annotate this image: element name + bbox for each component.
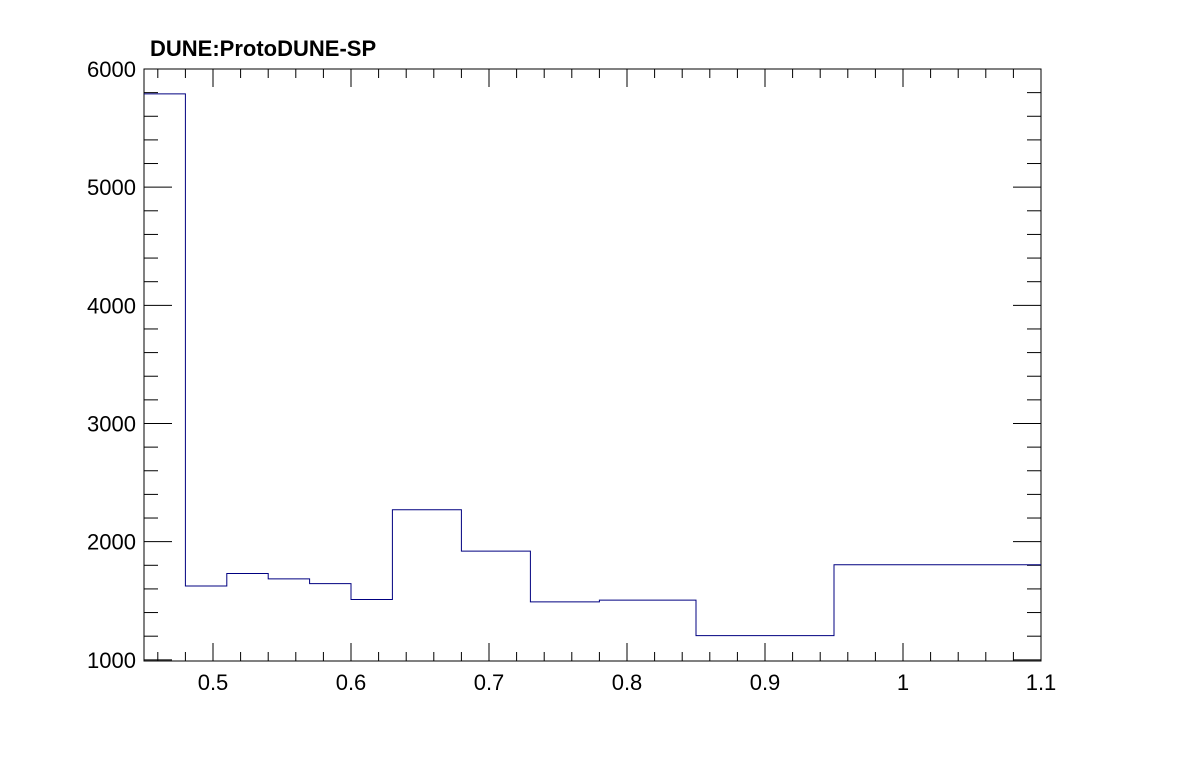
- y-tick-label: 4000: [87, 293, 136, 318]
- y-tick-label: 5000: [87, 175, 136, 200]
- x-tick-labels: 0.5 0.6 0.7 0.8 0.9 1 1.1: [198, 670, 1057, 695]
- x-tick-label: 0.5: [198, 670, 229, 695]
- histogram-series-line: [144, 93, 1041, 637]
- x-tick-label: 1: [897, 670, 909, 695]
- chart-title: DUNE:ProtoDUNE-SP: [150, 36, 376, 61]
- x-tick-label: 1.1: [1026, 670, 1057, 695]
- y-tick-label: 3000: [87, 411, 136, 436]
- x-tick-label: 0.6: [336, 670, 367, 695]
- y-tick-labels: 1000 2000 3000 4000 5000 6000: [87, 57, 136, 673]
- y-tick-label: 2000: [87, 530, 136, 555]
- y-tick-label: 1000: [87, 648, 136, 673]
- y-tick-label: 6000: [87, 57, 136, 82]
- axis-ticks: [144, 68, 1042, 661]
- plot-frame: [143, 68, 1042, 662]
- x-tick-label: 0.9: [750, 670, 781, 695]
- x-tick-label: 0.8: [612, 670, 643, 695]
- x-tick-label: 0.7: [474, 670, 505, 695]
